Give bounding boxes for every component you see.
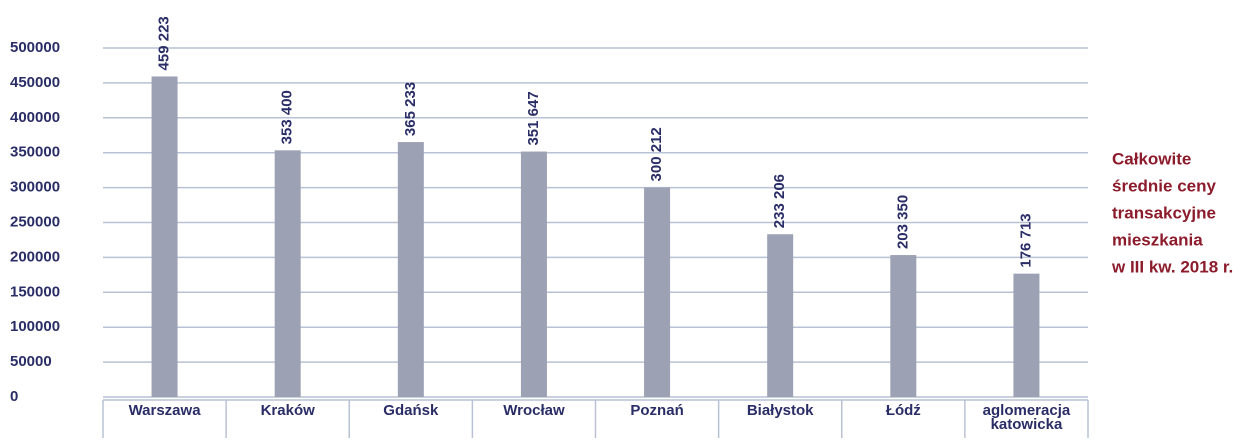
value-label: 459 223 — [156, 16, 173, 70]
x-tick-label: Białystok — [746, 402, 814, 419]
y-tick-label: 500000 — [10, 39, 60, 56]
bar — [644, 187, 671, 397]
annotation: w III kw. 2018 r. — [1111, 257, 1233, 276]
value-label: 300 212 — [648, 127, 665, 181]
x-tick-label: Wrocław — [503, 402, 565, 419]
x-tick-label: Kraków — [260, 402, 315, 419]
annotation: transakcyjne — [1112, 203, 1216, 222]
value-label: 353 400 — [279, 90, 296, 144]
y-tick-label: 250000 — [10, 213, 60, 230]
bar — [397, 142, 424, 397]
y-tick-label: 200000 — [10, 248, 60, 265]
y-tick-label: 100000 — [10, 318, 60, 335]
x-tick-label: Łódź — [885, 402, 921, 419]
value-label: 351 647 — [525, 91, 542, 145]
x-tick-label: Warszawa — [128, 402, 201, 419]
value-label: 176 713 — [1017, 213, 1034, 267]
y-tick-label: 350000 — [10, 144, 60, 161]
bar — [151, 76, 178, 398]
y-tick-label: 450000 — [10, 74, 60, 91]
bar — [890, 255, 917, 397]
bar — [274, 150, 301, 397]
y-tick-label: 300000 — [10, 179, 60, 196]
y-tick-label: 0 — [10, 388, 18, 405]
bar — [1013, 273, 1040, 397]
bar — [520, 151, 547, 397]
x-tick-label: aglomeracja katowicka — [982, 402, 1071, 433]
y-tick-label: 400000 — [10, 109, 60, 126]
annotation: Całkowite — [1112, 149, 1191, 168]
y-tick-label: 150000 — [10, 283, 60, 300]
annotation: mieszkania — [1112, 230, 1203, 249]
annotation: średnie ceny — [1112, 176, 1216, 195]
bar — [767, 234, 794, 397]
y-tick-label: 50000 — [10, 353, 52, 370]
x-tick-label: Poznań — [630, 402, 684, 419]
value-label: 233 206 — [771, 174, 788, 228]
value-label: 365 233 — [402, 82, 419, 136]
value-label: 203 350 — [894, 195, 911, 249]
x-tick-label: Gdańsk — [383, 402, 439, 419]
